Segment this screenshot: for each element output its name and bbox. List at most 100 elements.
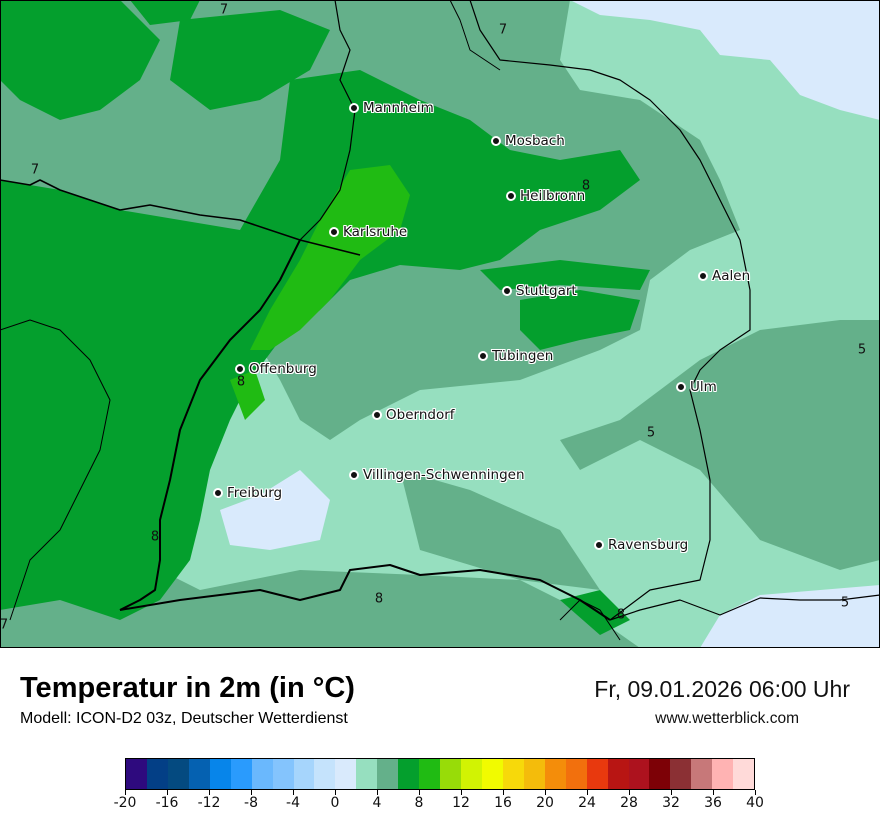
city-label: Ulm [690,379,717,395]
model-info: Modell: ICON-D2 03z, Deutscher Wetterdie… [20,710,348,727]
city-marker: Ravensburg [594,537,688,553]
tick-mark [166,790,168,795]
city-marker: Freiburg [213,485,282,501]
city-label: Offenburg [249,361,317,377]
tick-mark [754,790,756,795]
contour-value-label: 5 [840,595,850,611]
contour-value-label: 7 [30,162,40,178]
tick-mark [292,790,294,795]
city-dot-icon [502,286,512,296]
tick-label: -12 [197,795,221,811]
tick-mark [418,790,420,795]
colorbar-bin [733,759,755,789]
colorbar-bin [314,759,336,789]
tick-label: 32 [662,795,680,811]
contour-value-label: 7 [0,617,9,633]
city-label: Oberndorf [386,407,455,423]
website-link[interactable]: www.wetterblick.com [655,710,799,727]
map-title: Temperatur in 2m (in °C) [20,672,355,704]
colorbar-bin [419,759,441,789]
city-label: Karlsruhe [343,224,408,240]
city-label: Ravensburg [608,537,689,553]
city-dot-icon [594,540,604,550]
contour-value-label: 8 [150,529,160,545]
contour-value-label: 5 [646,425,656,441]
temperature-colorbar [125,758,755,790]
city-marker: Mosbach [491,133,565,149]
tick-mark [334,790,336,795]
temperature-map: 7 7 7 8 8 5 5 8 8 8 5 7 Mannheim Mosbach Heilbronn Kar… [0,0,880,648]
tick-label: -4 [286,795,300,811]
contour-value-label: 8 [581,178,591,194]
contour-value-label: 8 [374,591,384,607]
tick-mark [628,790,630,795]
contour-value-label: 8 [236,374,246,390]
tick-mark [124,790,126,795]
tick-label: 0 [330,795,340,811]
city-marker: Villingen-Schwenningen [349,467,525,483]
tick-mark [712,790,714,795]
colorbar-bin [167,759,189,789]
tick-mark [544,790,546,795]
city-dot-icon [235,364,245,374]
contour-value-label: 8 [616,607,626,623]
colorbar-ticks: -20 -16 -12 -8 -4 0 4 8 12 16 20 24 28 32 36 40 [114,790,764,820]
city-dot-icon [329,227,339,237]
tick-mark [208,790,210,795]
city-dot-icon [491,136,501,146]
colorbar-bin [628,759,650,789]
colorbar-bin [398,759,420,789]
city-label: Mosbach [505,133,565,149]
colorbar-bin [335,759,357,789]
city-label: Freiburg [227,485,283,501]
tick-mark [670,790,672,795]
colorbar-bin [565,759,587,789]
tick-mark [502,790,504,795]
tick-mark [586,790,588,795]
border-lines [0,0,880,641]
colorbar-bin [126,759,147,789]
tick-label: 8 [414,795,424,811]
tick-mark [376,790,378,795]
colorbar-bin [230,759,252,789]
tick-mark [250,790,252,795]
tick-label: -20 [113,795,137,811]
colorbar-bin [209,759,231,789]
city-marker: Heilbronn [506,188,585,204]
colorbar-bin [440,759,461,789]
city-marker: Aalen [698,268,750,284]
colorbar-bin [377,759,399,789]
colorbar-bin [712,759,734,789]
city-label: Tübingen [492,348,554,364]
tick-label: 4 [372,795,382,811]
colorbar-bin [607,759,629,789]
colorbar-bin [461,759,482,789]
contour-value-label: 5 [857,342,867,358]
contour-value-label: 7 [219,2,229,18]
tick-label: -16 [155,795,179,811]
valid-datetime: Fr, 09.01.2026 06:00 Uhr [594,676,850,702]
city-label: Stuttgart [516,283,577,299]
city-marker: Ulm [676,379,717,395]
city-marker: Karlsruhe [329,224,407,240]
colorbar-bin [586,759,608,789]
colorbar-bin [691,759,713,789]
tick-label: 16 [494,795,512,811]
colorbar-bin [523,759,545,789]
city-dot-icon [698,271,708,281]
tick-mark [460,790,462,795]
city-marker: Offenburg [235,361,317,377]
city-label: Villingen-Schwenningen [363,467,525,483]
city-label: Aalen [712,268,751,284]
colorbar-bin [272,759,294,789]
tick-label: 36 [704,795,722,811]
city-marker: Oberndorf [372,407,455,423]
city-label: Mannheim [363,100,434,116]
colorbar-bin [293,759,315,789]
tick-label: 12 [452,795,470,811]
city-dot-icon [372,410,382,420]
city-dot-icon [349,470,359,480]
city-dot-icon [213,488,223,498]
tick-label: -8 [244,795,258,811]
tick-label: 24 [578,795,596,811]
